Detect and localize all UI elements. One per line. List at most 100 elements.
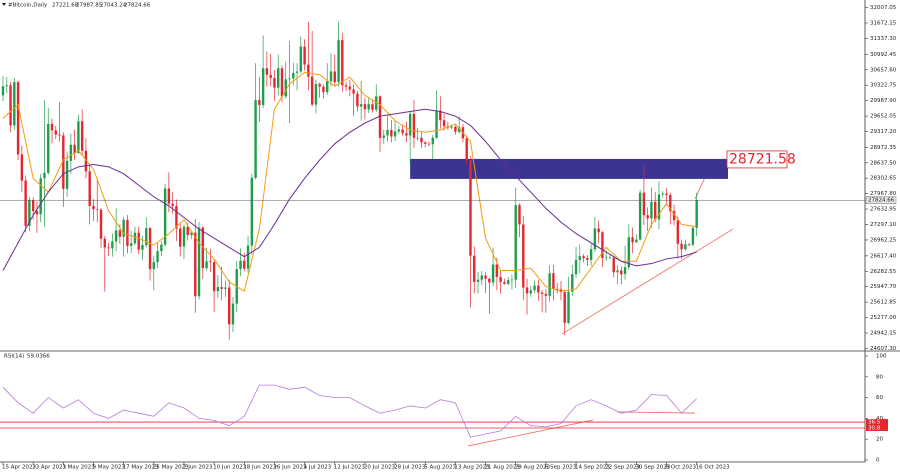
candle-body [269,74,272,78]
candle-body [314,83,318,105]
candle-body [442,120,446,127]
candle-body [393,131,397,137]
x-tick-label: 28 Jul 2023 [394,465,426,471]
y-tick-label: 26282.55 [870,269,897,275]
candle-body [307,64,310,77]
candle-body [24,180,27,226]
x-tick-label: 18 Jun 2023 [243,465,277,471]
y-tick-label: 24607.30 [870,346,897,352]
candle-body [178,228,182,247]
x-tick-label: 17 May 2023 [123,465,159,471]
candle-body [261,68,265,106]
candle-body [39,178,42,215]
candle-body [427,143,431,145]
candle-body [416,137,419,139]
y-tick-label: 31672.15 [870,21,897,27]
candle-body [661,193,664,195]
x-tick-label: 14 Sep 2023 [575,465,610,471]
candle-body [578,256,582,260]
y-tick-label: 26617.40 [870,253,897,259]
candle-body [277,68,280,88]
candle-body [439,110,442,121]
candle-body [9,85,12,126]
candle-body [224,287,227,289]
candle-body [35,211,39,215]
candle-body [186,226,189,235]
rsi-title: RSI(14) [4,354,24,360]
zone-label-box [726,150,788,169]
candle-body [220,287,223,289]
candle-body [231,303,235,325]
candle-body [77,121,80,154]
candle-body [544,293,548,296]
candle-body [601,232,604,259]
candle-body [152,262,155,270]
candle-body [567,291,570,323]
candle-body [672,211,676,221]
y-tick-label: 25277.00 [870,315,897,321]
candle-body [265,68,269,75]
candle-body [382,135,385,138]
x-tick-label: 20 Jul 2023 [364,465,396,471]
candle-body [484,275,487,279]
candle-body [563,292,566,323]
candle-body [284,79,287,97]
candle-body [80,121,84,151]
candle-body [299,46,303,72]
candle-body [141,245,144,250]
candle-body [310,76,314,105]
candle-body [5,85,8,87]
candle-body [228,287,231,325]
zone [410,158,728,179]
x-tick-label: 16 Oct 2023 [696,465,731,471]
x-tick-label: 29 Aug 2023 [515,465,551,471]
candle-body [488,278,491,283]
candle-body [646,215,649,219]
candle-body [371,104,374,110]
y-tick-label: 27632.95 [870,207,897,213]
rsi-trendline [467,419,594,447]
candle-body [111,241,114,249]
candle-body [367,104,370,110]
candle-body [201,227,205,269]
candle-body [69,144,73,161]
candle-body [435,110,438,138]
candle-body [194,232,197,297]
x-tick-label: 10 Jun 2023 [213,465,247,471]
y-tick-label: 26962.25 [870,237,897,243]
candle-body [326,81,329,93]
y-tick-label: 32007.05 [870,5,897,11]
candle-body [473,255,476,282]
candle-body [450,126,453,128]
rsi-tick-label: 20 [876,437,883,443]
candle-body [175,205,178,229]
candle-body [654,201,657,220]
y-tick-label: 27297.10 [870,222,897,228]
candle-body [250,177,254,246]
candle-body [246,245,250,269]
candle-body [303,46,306,65]
y-tick-label: 28302.65 [870,176,897,182]
candle-body [273,77,276,88]
moving-average [2,71,697,292]
candle-body [669,194,672,212]
current-price-box [865,196,897,204]
y-tick-label: 31337.30 [870,36,897,42]
candle-body [258,100,261,106]
rsi-tick-label: 100 [876,354,887,360]
candle-body [216,287,220,292]
candle-body [405,133,408,136]
candle-body [612,257,615,273]
candle-body [408,113,412,136]
candle-body [114,230,118,242]
x-tick-label: 1 May 2023 [62,465,95,471]
candle-body [348,86,352,90]
rsi-tick-label: 40 [876,416,883,422]
candle-body [344,85,348,87]
candle-body [148,228,152,270]
candle-body [107,247,110,249]
candle-body [631,237,634,243]
candle-body [503,281,506,284]
y-tick-label: 29652.05 [870,114,897,120]
candle-body [359,104,363,107]
